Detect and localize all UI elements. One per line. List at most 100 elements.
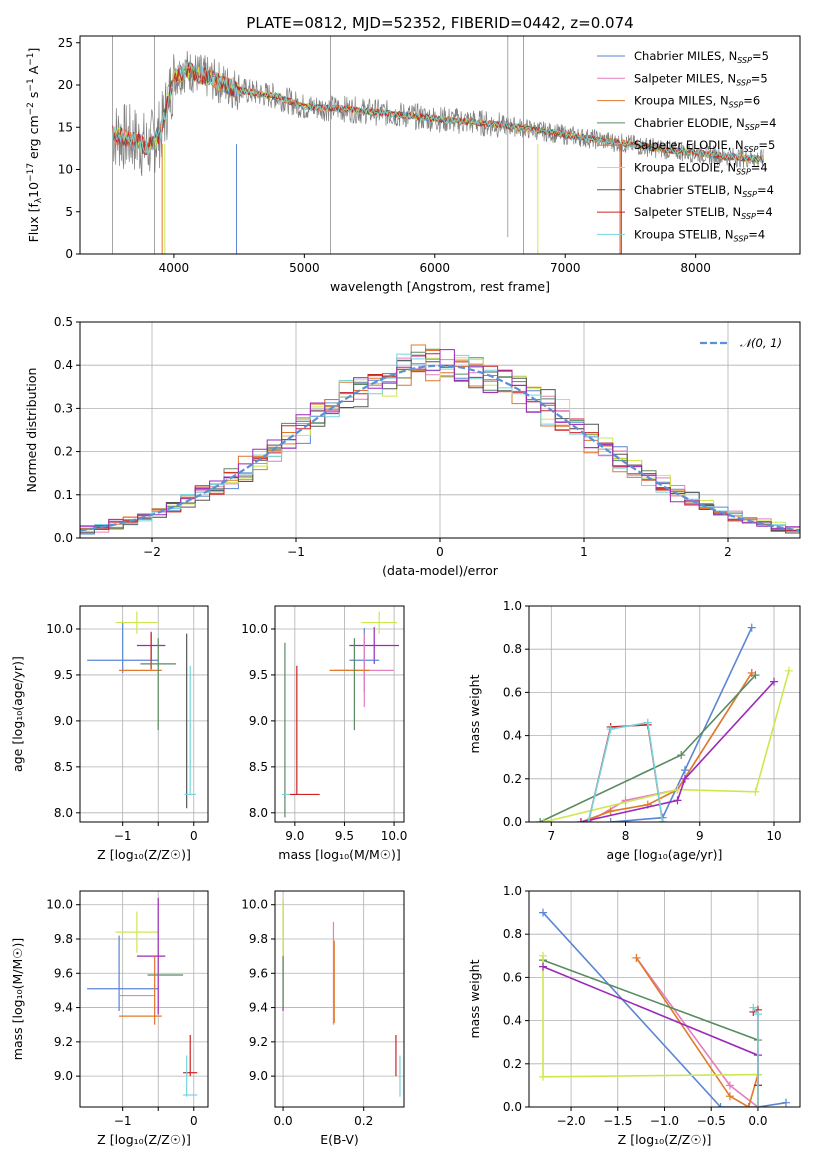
legend-entry: Salpeter MILES, NSSP=5 — [634, 71, 768, 87]
y-tick-label: 9.8 — [54, 932, 73, 946]
y-axis-label-part: −17 — [26, 163, 36, 182]
legend-label: 𝒩(0, 1) — [740, 336, 782, 350]
weight-line-chabrier_elodie — [542, 959, 759, 1041]
errorbar-plot-area — [87, 897, 198, 1097]
weight-marker-chabrier_miles — [781, 1098, 790, 1107]
weight-line-purple — [580, 681, 775, 822]
y-tick-label: 9.6 — [54, 966, 73, 980]
y-tick-label: 1.0 — [503, 884, 522, 898]
y-tick-label: 10.0 — [241, 898, 268, 912]
y-axis-label: age [log₁₀(age/yr)] — [10, 656, 25, 772]
weight-marker-salpeter_miles — [725, 1081, 734, 1090]
y-axis-label: mass [log₁₀(M/M☉)] — [10, 938, 25, 1060]
x-tick-label: 0.2 — [354, 1114, 373, 1128]
legend-label: Chabrier ELODIE, N — [634, 116, 745, 130]
legend-entry: Chabrier MILES, NSSP=5 — [634, 49, 769, 65]
legend-label: Salpeter ELODIE, N — [634, 138, 744, 152]
y-tick-label: 9.6 — [249, 966, 268, 980]
weight-marker-purple — [770, 677, 779, 686]
histogram-plot-area — [80, 344, 800, 536]
axes-frame — [79, 321, 801, 539]
line-plot-area — [536, 623, 793, 822]
x-tick-label: 0.0 — [748, 1114, 767, 1128]
x-tick-label: 7 — [547, 829, 555, 843]
weight-marker-kroupa_elodie — [751, 787, 760, 796]
weight-vs-metallicity-panel: −2.0 −1.5 −1.0 −0.5 0.0 0.0 0.2 0.4 0.6 0.8 1.0 Z [… — [467, 884, 801, 1147]
legend-count: =4 — [748, 227, 765, 241]
x-tick-label: 9.0 — [285, 829, 304, 843]
x-axis-label: Z [log₁₀(Z/Z☉)] — [97, 847, 191, 862]
errorbar-plot-area — [282, 901, 401, 1097]
residual-histogram-panel: −2 −1 0 1 2 0.0 0.1 0.2 0.3 0.4 0.5 (data-model)/er… — [24, 315, 801, 578]
mass-vs-extinction-panel: 0.0 0.2 9.0 9.2 9.4 9.6 9.8 10.0 E(B-V) — [241, 890, 405, 1147]
y-axis-label: mass weight — [467, 674, 482, 753]
legend-label: Chabrier MILES, N — [634, 49, 737, 63]
legend-subscript: SSP — [742, 190, 757, 199]
y-tick-label: 5 — [65, 205, 73, 219]
x-tick-label: −2 — [143, 545, 161, 559]
y-axis-label: Normed distribution — [24, 368, 39, 493]
x-tick-label: −1.5 — [603, 1114, 632, 1128]
weight-line-chabrier_miles — [610, 627, 753, 822]
x-tick-label: −0.5 — [697, 1114, 726, 1128]
y-tick-label: 10.0 — [46, 622, 73, 636]
age-vs-metallicity-panel: −1 0 8.0 8.5 9.0 9.5 10.0 Z [log₁₀(Z/Z☉)] age [l… — [10, 605, 209, 862]
legend-entry: Chabrier ELODIE, NSSP=4 — [634, 116, 776, 132]
mass-vs-metallicity-panel: −1 0 9.0 9.2 9.4 9.6 9.8 10.0 Z [log₁₀(Z/Z☉)] mas… — [10, 890, 209, 1147]
x-tick-label: −1 — [287, 545, 305, 559]
chart-title: PLATE=0812, MJD=52352, FIBERID=0442, z=0… — [246, 14, 633, 32]
y-tick-label: 0.4 — [503, 729, 522, 743]
axes-frame — [274, 890, 405, 1108]
x-tick-label: 8000 — [680, 261, 711, 275]
weight-marker-kroupa_elodie — [539, 951, 548, 960]
y-tick-label: 9.5 — [54, 668, 73, 682]
legend-count: =5 — [758, 138, 775, 152]
errorbar-plot-area — [281, 611, 400, 818]
legend-label: Kroupa MILES, N — [634, 94, 729, 108]
x-tick-label: 0 — [190, 1114, 198, 1128]
legend-subscript: SSP — [736, 78, 751, 87]
weight-marker-purple — [673, 796, 682, 805]
legend-subscript: SSP — [736, 168, 751, 177]
normal-distribution-curve — [80, 364, 800, 532]
x-tick-label: 0 — [436, 545, 444, 559]
x-tick-label: −1 — [114, 829, 132, 843]
weight-marker-chabrier_elodie — [751, 671, 760, 680]
y-tick-label: 8.0 — [249, 806, 268, 820]
y-axis-label-part: λ — [34, 197, 44, 203]
legend-label: Salpeter STELIB, N — [634, 205, 741, 219]
weight-marker-kroupa_elodie — [539, 818, 548, 822]
weight-marker-chabrier_elodie — [677, 751, 686, 760]
weight-marker-kroupa_elodie — [539, 1072, 548, 1081]
y-tick-label: 9.2 — [249, 1035, 268, 1049]
x-tick-label: 5000 — [289, 261, 320, 275]
y-tick-label: 9.0 — [54, 714, 73, 728]
axes-frame — [274, 605, 405, 823]
y-tick-label: 9.8 — [249, 932, 268, 946]
y-tick-label: 8.5 — [249, 760, 268, 774]
x-tick-label: 10 — [766, 829, 781, 843]
legend-entry: Kroupa MILES, NSSP=6 — [634, 94, 760, 110]
y-tick-label: 9.5 — [249, 668, 268, 682]
x-axis-label: E(B-V) — [320, 1132, 359, 1147]
y-tick-label: 0 — [65, 247, 73, 261]
weight-marker-chabrier_miles — [716, 1103, 725, 1107]
errorbar-plot-area — [87, 611, 196, 809]
y-tick-label: 9.4 — [54, 1001, 73, 1015]
legend-count: =5 — [751, 71, 768, 85]
spectrum-panel: 4000 5000 6000 7000 8000 0 5 10 15 20 25 wavelength… — [26, 35, 801, 294]
legend-subscript: SSP — [729, 101, 744, 110]
legend-count: =4 — [757, 183, 774, 197]
x-tick-label: 4000 — [159, 261, 190, 275]
y-axis-label-part: −1 — [26, 53, 36, 66]
y-tick-label: 9.0 — [249, 1069, 268, 1083]
model-spectrum-kroupa_stelib — [112, 61, 764, 164]
y-tick-label: 9.0 — [249, 714, 268, 728]
weight-marker-kroupa_stelib — [753, 1103, 762, 1107]
weight-marker-kroupa_stelib — [606, 725, 615, 734]
spectrum-plot-area — [112, 36, 764, 254]
y-tick-label: 8.0 — [54, 806, 73, 820]
y-axis-label: mass weight — [467, 959, 482, 1038]
legend-subscript: SSP — [734, 234, 749, 243]
